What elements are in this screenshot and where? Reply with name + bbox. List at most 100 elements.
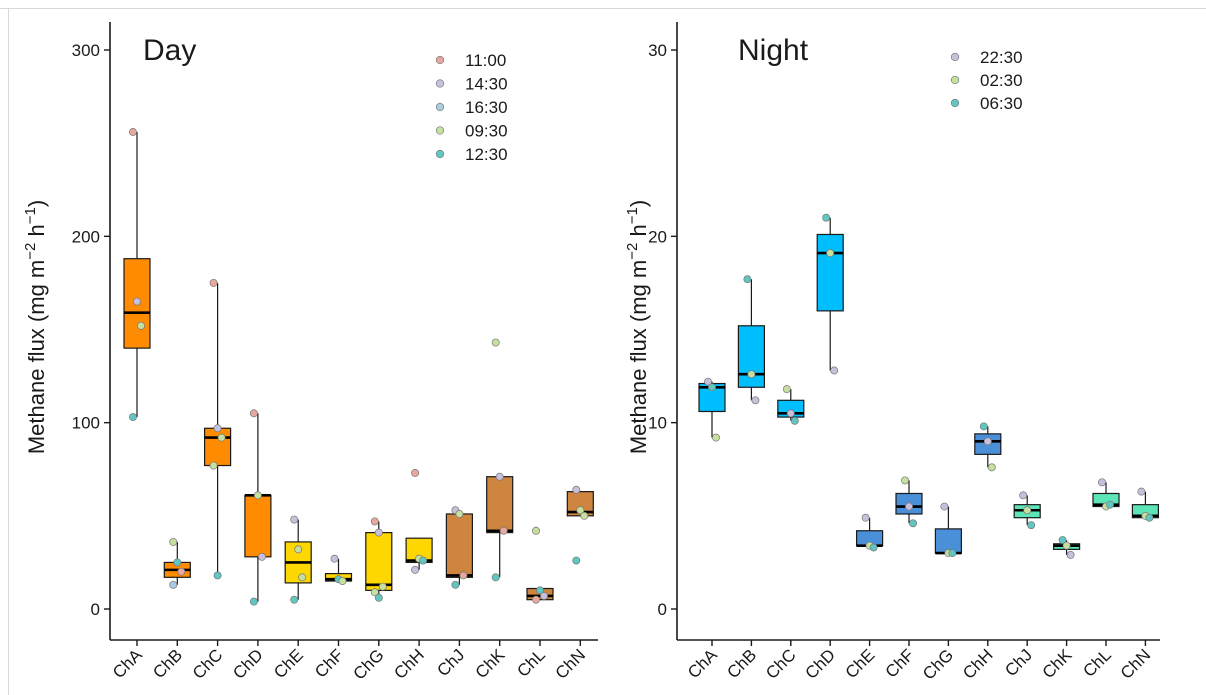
data-point — [491, 573, 500, 582]
y-axis-label-end: ) — [626, 200, 651, 207]
y-tick-label: 100 — [72, 414, 100, 433]
data-point — [213, 571, 222, 580]
legend-label: 09:30 — [465, 122, 508, 141]
data-point — [338, 577, 347, 586]
data-point — [169, 580, 178, 589]
x-tick-label-cha: ChA — [109, 645, 146, 682]
data-point — [298, 573, 307, 582]
box-chj — [445, 510, 473, 585]
data-point — [743, 275, 752, 284]
data-point — [294, 545, 303, 554]
data-point — [948, 549, 957, 558]
data-point — [133, 297, 141, 306]
data-point — [209, 278, 218, 287]
panel-day: 0 100 200 300 Methane flux (mg m−2 h−1) Day Ch… — [22, 22, 598, 684]
data-point — [540, 592, 548, 600]
legend-label: 06:30 — [980, 94, 1023, 113]
box-body — [204, 427, 232, 467]
box-body — [365, 532, 393, 591]
y-axis-label-main: Methane flux (mg m — [24, 260, 49, 454]
x-tick-label-chh: ChH — [959, 645, 996, 682]
data-point — [495, 472, 504, 481]
y-axis-label-mid: h — [24, 224, 49, 242]
data-point — [532, 595, 540, 604]
data-point — [137, 321, 145, 330]
box-chg — [934, 506, 963, 555]
x-tick-label-chj: ChJ — [433, 645, 468, 680]
data-point — [378, 582, 387, 591]
box-chk — [486, 476, 514, 578]
data-point — [249, 409, 258, 418]
figure-top-border — [0, 8, 1206, 9]
x-tick-label-chn: ChN — [1117, 645, 1154, 682]
box-body — [244, 494, 272, 558]
data-point — [572, 556, 581, 565]
data-point — [169, 537, 178, 546]
box-chh — [405, 537, 433, 570]
data-point — [1145, 513, 1154, 522]
data-point — [129, 128, 137, 136]
box-chh — [974, 426, 1002, 468]
box-body — [445, 513, 473, 578]
data-point — [979, 422, 988, 431]
data-point — [983, 437, 992, 446]
box-chg — [365, 521, 393, 598]
legend-label: 22:30 — [980, 48, 1023, 67]
x-tick-label-chj: ChJ — [1001, 645, 1036, 680]
panel-label: Night — [738, 34, 809, 67]
data-point — [751, 396, 760, 405]
legend: 11:00 14:30 16:30 09:30 12:30 — [435, 51, 508, 164]
data-point — [830, 366, 839, 375]
x-tick-label-chd: ChD — [229, 645, 266, 682]
panel-label: Day — [143, 34, 196, 67]
y-axis-label-main: Methane flux (mg m — [626, 260, 651, 454]
legend-label: 16:30 — [465, 98, 508, 117]
box-chd — [244, 413, 272, 602]
data-point — [1098, 478, 1106, 487]
data-point — [451, 580, 460, 589]
data-point — [1027, 521, 1036, 530]
box-body — [486, 476, 514, 534]
x-tick-label-chg: ChG — [919, 645, 957, 683]
x-tick-label-chf: ChF — [311, 645, 347, 681]
figure-left-border — [8, 8, 9, 695]
y-axis-label-mid: h — [626, 224, 651, 242]
data-point — [940, 502, 949, 511]
box-chb — [737, 279, 766, 401]
panel-night: 0 10 20 30 Methane flux (mg m−2 h−1) Night ChA… — [624, 22, 1160, 684]
data-point — [909, 519, 917, 528]
data-point — [370, 588, 379, 597]
data-point — [209, 461, 218, 470]
data-point — [901, 476, 909, 485]
y-axis-label-exponent-2: −1 — [624, 207, 641, 224]
x-tick-label-chd: ChD — [802, 645, 839, 682]
data-point — [822, 213, 831, 222]
x-tick-label-chc: ChC — [762, 645, 799, 682]
box-che — [284, 519, 312, 600]
data-point — [786, 409, 795, 418]
data-point — [1137, 487, 1146, 496]
y-tick-label: 300 — [72, 41, 100, 60]
data-point — [782, 385, 791, 394]
y-axis-label-exponent-2: −1 — [22, 207, 39, 224]
legend-marker — [435, 126, 445, 135]
box-body — [934, 528, 963, 554]
data-point — [1023, 506, 1032, 515]
data-point — [826, 249, 835, 258]
y-tick-label: 0 — [658, 600, 667, 619]
data-point — [499, 526, 508, 535]
y-tick-label: 10 — [648, 414, 667, 433]
data-point — [370, 517, 379, 526]
data-point — [1062, 541, 1071, 550]
data-point — [576, 506, 585, 515]
data-point — [536, 586, 544, 595]
legend-label: 02:30 — [980, 71, 1023, 90]
x-tick-label-chf: ChF — [882, 645, 918, 681]
data-point — [491, 338, 500, 347]
y-tick-label: 200 — [72, 227, 100, 246]
data-point — [572, 485, 581, 494]
data-point — [455, 510, 464, 518]
data-point — [411, 469, 420, 477]
x-tick-label-che: ChE — [270, 645, 307, 682]
data-point — [419, 556, 428, 565]
